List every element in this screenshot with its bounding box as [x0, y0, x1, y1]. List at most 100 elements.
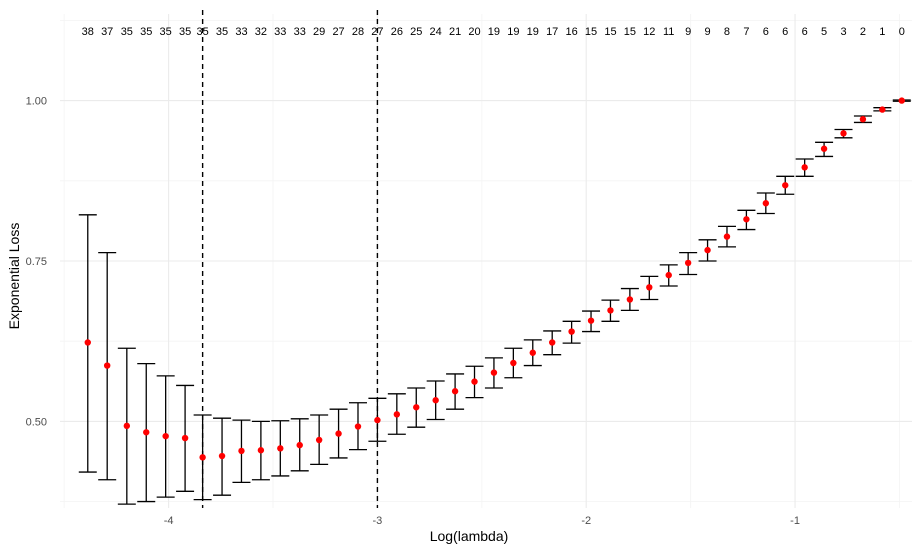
top-count-label: 20 — [468, 26, 480, 38]
top-count-label: 27 — [332, 26, 344, 38]
top-count-label: 15 — [585, 26, 597, 38]
top-count-label: 33 — [294, 26, 306, 38]
top-count-label: 35 — [160, 26, 172, 38]
top-count-label: 33 — [274, 26, 286, 38]
top-count-label: 17 — [546, 26, 558, 38]
data-point — [84, 339, 91, 346]
data-point — [510, 359, 517, 367]
x-axis-ticks: -4 -3 -2 -1 — [164, 515, 800, 527]
data-point — [898, 97, 905, 104]
data-point — [143, 429, 150, 436]
data-point — [743, 216, 750, 223]
data-point — [432, 397, 439, 404]
data-point — [548, 339, 556, 346]
x-axis-title: Log(lambda) — [430, 528, 509, 544]
data-point — [782, 182, 789, 189]
data-point — [413, 404, 420, 411]
top-count-label: 32 — [255, 26, 267, 38]
top-count-label: 2 — [860, 26, 866, 38]
data-point — [451, 388, 459, 395]
data-point — [199, 454, 206, 461]
data-point — [354, 423, 362, 430]
y-tick-label: 0.50 — [26, 416, 47, 428]
error-bars — [78, 99, 911, 505]
top-count-label: 35 — [121, 26, 133, 38]
top-count-label: 9 — [685, 26, 691, 38]
y-axis-title: Exponential Loss — [6, 223, 22, 330]
data-point — [646, 284, 653, 291]
top-count-label: 6 — [763, 26, 769, 38]
data-point — [568, 328, 575, 335]
data-point — [123, 422, 131, 430]
major-grid — [60, 14, 912, 508]
x-tick-label: -1 — [790, 515, 800, 527]
data-point — [277, 445, 284, 452]
top-count-label: 0 — [899, 26, 905, 38]
data-point — [103, 362, 111, 369]
data-point — [181, 434, 189, 442]
top-count-label: 29 — [313, 26, 325, 38]
top-count-label: 19 — [507, 26, 519, 38]
top-count-label: 35 — [179, 26, 191, 38]
top-count-label: 35 — [197, 26, 209, 38]
top-count-label: 6 — [802, 26, 808, 38]
top-count-label: 7 — [743, 26, 749, 38]
top-count-label: 9 — [704, 26, 710, 38]
top-count-label: 11 — [663, 26, 674, 38]
data-point — [820, 145, 828, 152]
data-point — [704, 246, 711, 254]
top-count-label: 26 — [391, 26, 403, 38]
top-count-label: 35 — [216, 26, 228, 38]
data-point — [859, 116, 867, 123]
y-tick-label: 1.00 — [26, 96, 47, 108]
top-count-labels: 38 37 35 35 35 35 35 35 33 32 33 33 29 27 28 27 26 25 24 21… — [82, 26, 905, 38]
top-count-label: 28 — [352, 26, 364, 38]
data-point — [296, 441, 303, 449]
top-count-label: 21 — [449, 26, 461, 38]
y-tick-label: 0.75 — [26, 256, 47, 268]
data-point — [665, 271, 672, 279]
top-count-label: 16 — [565, 26, 577, 38]
top-count-label: 3 — [840, 26, 846, 38]
data-point — [374, 416, 381, 424]
top-count-label: 19 — [488, 26, 500, 38]
data-points — [84, 97, 905, 461]
top-count-label: 6 — [782, 26, 788, 38]
data-point — [471, 378, 478, 385]
reference-lines — [201, 10, 379, 508]
data-point — [257, 447, 265, 454]
top-count-label: 5 — [821, 26, 827, 38]
data-point — [238, 447, 245, 455]
data-point — [393, 411, 401, 418]
top-count-label: 15 — [624, 26, 636, 38]
top-count-label: 25 — [410, 26, 422, 38]
data-point — [490, 369, 498, 376]
x-tick-label: -4 — [164, 515, 174, 527]
data-point — [684, 259, 692, 267]
top-count-label: 19 — [527, 26, 539, 38]
data-point — [879, 106, 886, 113]
top-count-label: 37 — [101, 26, 113, 38]
data-point — [587, 317, 595, 324]
data-point — [529, 349, 536, 356]
top-count-label: 1 — [879, 26, 885, 38]
data-point — [801, 164, 808, 171]
data-point — [162, 432, 169, 440]
data-point — [840, 130, 847, 137]
data-point — [723, 233, 731, 240]
data-point — [335, 430, 342, 437]
data-point — [218, 452, 226, 460]
top-count-label: 35 — [140, 26, 152, 38]
top-count-label: 38 — [82, 26, 94, 38]
top-count-label: 8 — [724, 26, 730, 38]
data-point — [315, 436, 323, 444]
x-tick-label: -3 — [373, 515, 383, 527]
y-axis-ticks: 0.50 0.75 1.00 — [26, 96, 47, 429]
top-count-label: 27 — [371, 26, 383, 38]
data-point — [626, 296, 634, 303]
top-count-label: 12 — [643, 26, 655, 38]
top-count-label: 33 — [235, 26, 247, 38]
data-point — [762, 200, 770, 207]
top-count-label: 15 — [604, 26, 616, 38]
